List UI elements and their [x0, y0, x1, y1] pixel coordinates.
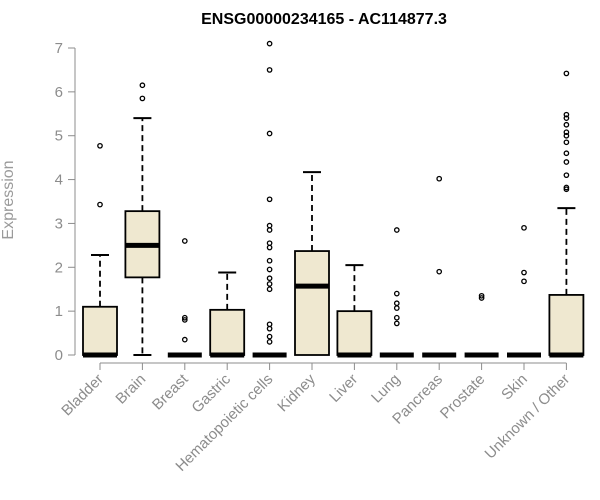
x-tick-label: Liver	[326, 371, 361, 406]
outlier-point	[266, 333, 273, 340]
y-tick-label: 5	[55, 128, 63, 145]
outlier-point	[436, 175, 443, 182]
outlier-point	[266, 196, 273, 203]
outlier-point	[563, 111, 570, 118]
outlier-point	[393, 320, 400, 327]
box-liver	[336, 264, 373, 358]
outlier-point	[266, 130, 273, 137]
box-skin	[507, 224, 541, 358]
outlier-point	[563, 129, 570, 136]
outlier-point	[521, 269, 527, 276]
x-tick-label: Kidney	[274, 370, 319, 415]
y-tick-label: 3	[55, 215, 63, 232]
x-tick-label: Breast	[149, 370, 192, 413]
x-tick-label: Skin	[498, 371, 531, 404]
outlier-point	[266, 321, 273, 328]
box-brain	[124, 82, 161, 356]
outlier-point	[563, 115, 570, 122]
outlier-point	[266, 67, 273, 73]
box-pancreas	[422, 175, 457, 358]
outlier-point	[521, 224, 527, 231]
box-body	[82, 305, 118, 356]
outlier-point	[393, 290, 400, 297]
outlier-point	[266, 240, 273, 247]
y-tick-label: 4	[55, 172, 63, 189]
y-axis-label: Expression	[0, 160, 17, 239]
box-body	[294, 250, 330, 356]
x-tick-label: Lung	[368, 371, 404, 407]
y-tick-label: 6	[55, 84, 63, 101]
outlier-point	[563, 172, 570, 179]
box-body	[209, 308, 246, 356]
box-bladder	[82, 142, 118, 358]
y-axis: 0 1 2 3 4 5 6 7	[55, 40, 76, 364]
outlier-point	[563, 132, 570, 139]
outlier-point	[139, 95, 146, 102]
outlier-point	[266, 275, 273, 282]
outlier-point	[563, 139, 570, 146]
outlier-point	[436, 268, 443, 275]
box-body	[336, 310, 373, 356]
box-breast	[167, 238, 202, 358]
x-tick-label: Brain	[112, 371, 149, 408]
outlier-point	[97, 142, 103, 149]
outlier-point	[393, 227, 400, 233]
outlier-point	[266, 286, 273, 293]
y-tick-label: 1	[55, 303, 63, 320]
outlier-point	[266, 40, 273, 47]
outlier-point	[393, 314, 400, 321]
outlier-point	[139, 82, 146, 89]
box-lung	[379, 227, 414, 358]
outlier-point	[563, 159, 570, 165]
outlier-point	[393, 300, 400, 307]
outlier-point	[266, 257, 273, 264]
outlier-point	[181, 317, 188, 323]
outlier-point	[266, 222, 273, 229]
box-unknown-other	[548, 70, 585, 358]
outlier-point	[521, 278, 527, 285]
x-tick-label: Prostate	[437, 371, 489, 423]
box-kidney	[294, 171, 330, 356]
outlier-point	[97, 201, 103, 208]
outlier-point	[563, 150, 570, 157]
outlier-point	[181, 238, 188, 244]
outlier-point	[266, 338, 273, 345]
box-body	[548, 294, 585, 356]
x-tick-label: Bladder	[58, 371, 107, 420]
box-prostate	[464, 292, 499, 358]
outlier-point	[266, 266, 273, 273]
outlier-point	[181, 314, 188, 321]
outlier-point	[393, 305, 400, 311]
outlier-point	[563, 70, 570, 77]
y-tick-label: 0	[55, 347, 63, 364]
chart-title: ENSG00000234165 - AC114877.3	[201, 11, 447, 28]
box-hematopoietic-cells	[252, 40, 287, 358]
outlier-point	[563, 184, 570, 191]
outlier-point	[478, 295, 485, 301]
y-tick-label: 7	[55, 40, 63, 57]
outlier-point	[563, 121, 570, 128]
y-tick-label: 2	[55, 259, 63, 276]
outlier-point	[181, 336, 188, 343]
outlier-point	[266, 281, 273, 287]
box-gastric	[209, 271, 246, 358]
outlier-point	[478, 292, 485, 299]
box-series	[82, 40, 585, 358]
